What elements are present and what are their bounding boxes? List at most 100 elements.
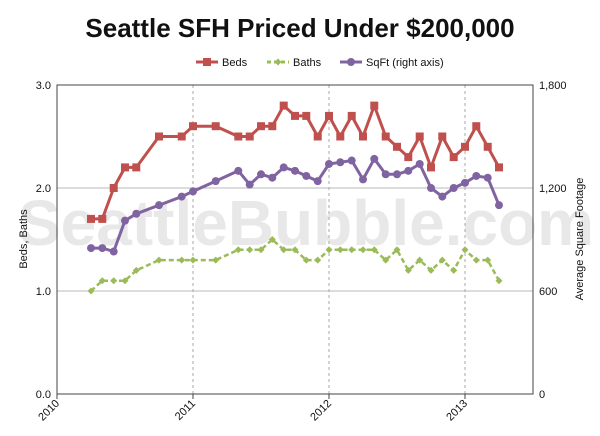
series-beds — [87, 101, 503, 223]
data-point — [438, 132, 447, 141]
data-point — [336, 132, 345, 141]
data-point — [495, 163, 503, 172]
series-baths — [87, 236, 503, 295]
data-point — [347, 156, 356, 165]
data-point — [404, 266, 412, 274]
data-point — [211, 122, 220, 131]
data-point — [415, 132, 424, 141]
data-point — [382, 256, 390, 264]
data-point — [121, 216, 129, 225]
data-point — [155, 132, 163, 141]
data-point — [348, 246, 356, 254]
data-point — [370, 101, 379, 110]
y2-tick-label: 600 — [539, 286, 557, 298]
plot-area — [56, 84, 534, 395]
legend-label: SqFt (right axis) — [366, 57, 444, 69]
data-point — [87, 244, 95, 253]
x-tick-label: 2010 — [36, 398, 62, 424]
data-point — [416, 256, 424, 264]
y-tick-label: 0.0 — [36, 389, 51, 401]
data-point — [495, 201, 503, 210]
y2-tick-label: 1,800 — [539, 80, 567, 92]
data-point — [404, 166, 413, 175]
data-point — [246, 246, 254, 254]
data-point — [483, 142, 492, 151]
data-point — [302, 171, 311, 180]
data-point — [268, 236, 276, 243]
data-point — [347, 111, 356, 120]
data-point — [98, 277, 106, 285]
data-point — [189, 256, 197, 264]
data-point — [257, 122, 265, 131]
data-point — [121, 277, 129, 285]
data-point — [359, 246, 367, 254]
data-point — [359, 175, 367, 184]
y2-tick-label: 0 — [539, 389, 545, 401]
data-point — [189, 187, 197, 196]
data-point — [110, 277, 118, 285]
data-point — [370, 246, 378, 254]
data-point — [257, 170, 265, 179]
data-point — [98, 244, 107, 253]
data-point — [393, 142, 401, 151]
series — [87, 101, 503, 295]
data-point — [121, 163, 129, 172]
data-point — [483, 173, 492, 182]
data-point — [274, 58, 282, 66]
data-point — [484, 256, 492, 264]
data-point — [325, 246, 333, 254]
legend-item: SqFt (right axis) — [340, 57, 444, 69]
data-point — [291, 246, 299, 254]
data-point — [438, 192, 447, 201]
data-point — [291, 166, 299, 175]
y-tick-label: 2.0 — [36, 183, 51, 195]
data-point — [211, 177, 220, 186]
data-point — [280, 246, 288, 254]
y-axis-label: Beds, Baths — [18, 209, 30, 269]
data-point — [370, 154, 379, 163]
x-tick-label: 2013 — [444, 398, 470, 424]
data-point — [313, 132, 322, 141]
data-point — [449, 184, 458, 192]
data-point — [381, 132, 390, 141]
data-point — [393, 246, 401, 254]
data-point — [279, 101, 288, 110]
data-point — [177, 192, 186, 201]
data-point — [234, 246, 242, 254]
data-point — [178, 256, 186, 264]
data-point — [495, 277, 503, 285]
data-point — [461, 246, 469, 254]
data-point — [98, 214, 107, 223]
data-point — [472, 122, 481, 131]
data-point — [212, 256, 220, 264]
data-point — [109, 184, 118, 192]
chart-title: Seattle SFH Priced Under $200,000 — [85, 13, 514, 43]
data-point — [313, 177, 322, 186]
data-point — [234, 166, 243, 175]
data-point — [336, 158, 345, 167]
data-point — [257, 246, 265, 254]
legend-label: Baths — [293, 57, 322, 69]
data-point — [234, 132, 243, 141]
y2-tick-label: 1,200 — [539, 183, 567, 195]
data-point — [132, 266, 140, 274]
data-point — [415, 159, 424, 168]
legend: Beds Baths SqFt (right axis) — [196, 57, 444, 69]
data-point — [302, 111, 311, 120]
x-tick-label: 2012 — [308, 398, 334, 424]
data-point — [314, 256, 322, 264]
legend-label: Beds — [222, 57, 248, 69]
data-point — [449, 153, 458, 162]
data-point — [177, 132, 186, 141]
x-tick-label: 2011 — [173, 398, 198, 423]
data-point — [404, 153, 413, 162]
data-point — [472, 256, 480, 264]
data-point — [336, 246, 344, 254]
data-point — [189, 122, 197, 131]
data-point — [268, 122, 277, 131]
data-point — [438, 256, 446, 264]
series-sqft-right-axis — [87, 154, 503, 256]
data-point — [325, 159, 333, 168]
data-point — [132, 209, 141, 218]
